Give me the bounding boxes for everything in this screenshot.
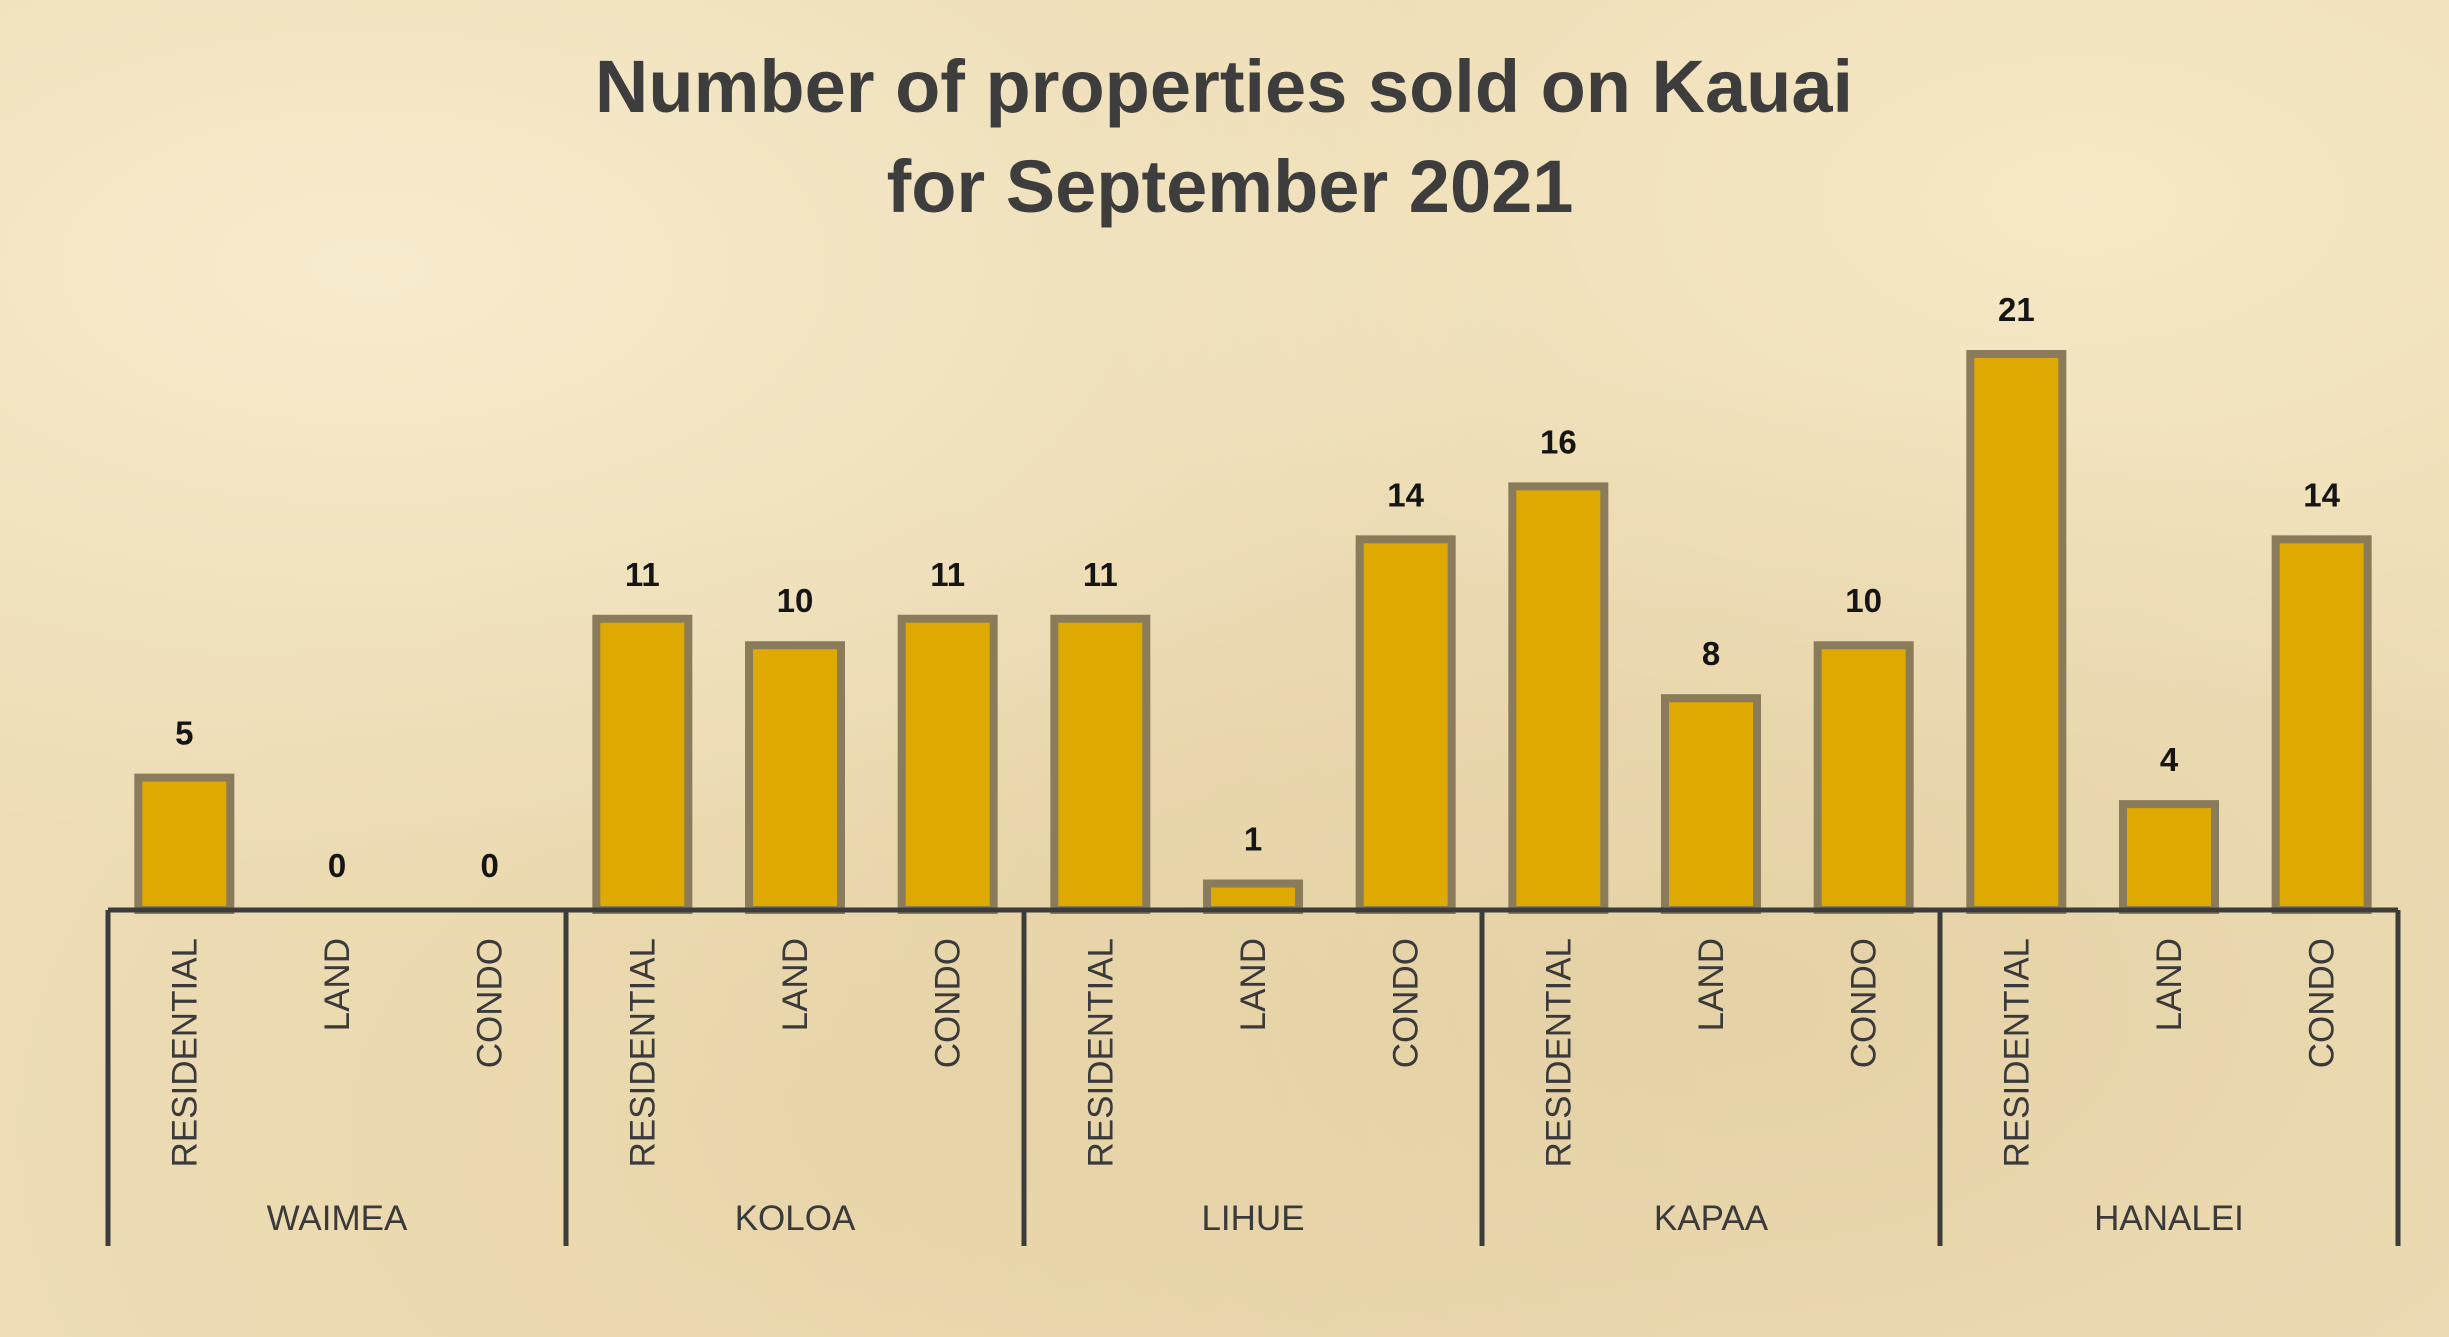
bar-hanalei-land: [2119, 800, 2219, 914]
bar-hanalei-residential: [1966, 350, 2067, 914]
data-label-hanalei-land: 4: [2160, 741, 2179, 778]
bar-kapaa-land: [1661, 694, 1761, 915]
labels-layer: 5 RESIDENTIAL 0 LAND 0 CONDO WAIMEA 11 RESIDENTI…: [165, 291, 2341, 1238]
bar-lihue-residential: [1050, 614, 1151, 914]
category-tick-label: CONDO: [2303, 938, 2342, 1068]
bar-koloa-land: [745, 641, 845, 914]
group-label-waimea: WAIMEA: [267, 1199, 408, 1238]
data-label-lihue-land: 1: [1244, 821, 1262, 858]
chart-title: Number of properties sold on Kauai for S…: [595, 45, 1853, 228]
category-tick-label: LAND: [318, 938, 357, 1031]
data-label-koloa-land: 10: [777, 582, 814, 619]
chart-title-line-2: for September 2021: [887, 145, 1574, 228]
data-label-hanalei-residential: 21: [1998, 291, 2035, 328]
bar-waimea-residential: [134, 773, 235, 914]
category-tick-label: CONDO: [929, 938, 968, 1068]
group-label-lihue: LIHUE: [1201, 1199, 1304, 1238]
category-tick-label: LAND: [1692, 938, 1731, 1031]
data-label-waimea-land: 0: [328, 847, 346, 884]
category-tick-label: RESIDENTIAL: [1997, 938, 2036, 1168]
category-tick-label: LAND: [776, 938, 815, 1031]
category-tick-label: RESIDENTIAL: [623, 938, 662, 1168]
bars-layer: [134, 350, 2372, 915]
group-label-koloa: KOLOA: [735, 1199, 856, 1238]
bar-lihue-condo: [1355, 535, 1456, 914]
category-tick-label: CONDO: [1387, 938, 1426, 1068]
category-tick-label: LAND: [2150, 938, 2189, 1031]
category-tick-label: RESIDENTIAL: [165, 938, 204, 1168]
bar-lihue-land: [1203, 879, 1303, 914]
bar-kapaa-residential: [1508, 482, 1609, 914]
data-label-kapaa-condo: 10: [1845, 582, 1882, 619]
data-label-waimea-condo: 0: [480, 847, 498, 884]
category-tick-label: CONDO: [471, 938, 510, 1068]
data-label-kapaa-residential: 16: [1540, 423, 1577, 460]
category-tick-label: LAND: [1234, 938, 1273, 1031]
category-tick-label: CONDO: [1845, 938, 1884, 1068]
data-label-koloa-residential: 11: [625, 556, 660, 593]
bar-kapaa-condo: [1813, 641, 1914, 914]
data-label-kapaa-land: 8: [1702, 635, 1720, 672]
data-label-waimea-residential: 5: [175, 715, 193, 752]
category-tick-label: RESIDENTIAL: [1539, 938, 1578, 1168]
bar-hanalei-condo: [2271, 535, 2372, 914]
category-tick-label: RESIDENTIAL: [1081, 938, 1120, 1168]
data-label-hanalei-condo: 14: [2303, 476, 2340, 513]
chart-title-line-1: Number of properties sold on Kauai: [595, 45, 1853, 128]
x-axis: [105, 907, 2401, 1246]
group-label-hanalei: HANALEI: [2094, 1199, 2244, 1238]
data-label-lihue-condo: 14: [1387, 476, 1424, 513]
group-label-kapaa: KAPAA: [1654, 1199, 1769, 1238]
data-label-lihue-residential: 11: [1083, 556, 1118, 593]
bar-koloa-residential: [592, 614, 693, 914]
bar-koloa-condo: [897, 614, 998, 914]
data-label-koloa-condo: 11: [930, 556, 965, 593]
